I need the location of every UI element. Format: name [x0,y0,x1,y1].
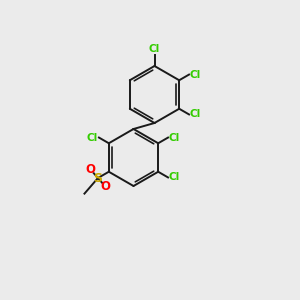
Text: O: O [100,180,110,193]
Text: Cl: Cl [169,133,180,142]
Text: Cl: Cl [190,70,201,80]
Text: S: S [94,172,103,184]
Text: Cl: Cl [149,44,160,54]
Text: Cl: Cl [190,110,201,119]
Text: O: O [85,163,95,176]
Text: Cl: Cl [169,172,180,182]
Text: Cl: Cl [87,133,98,142]
